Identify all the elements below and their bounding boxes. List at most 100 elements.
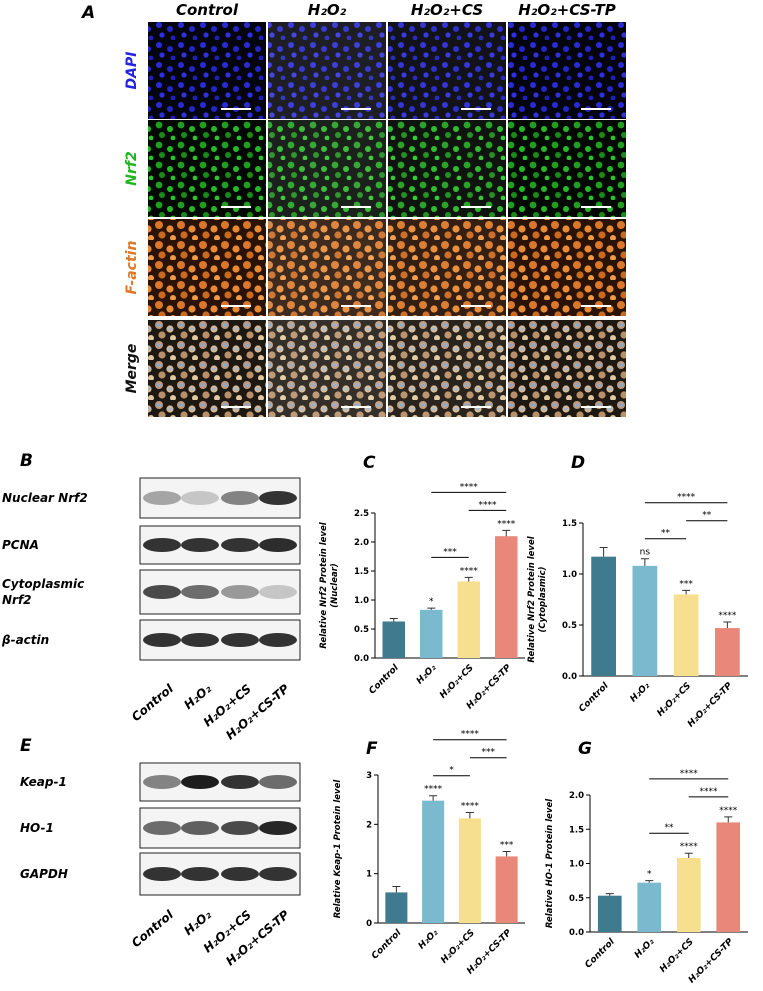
significance: **** [460,566,479,576]
error-bar [645,880,654,883]
band [221,491,259,505]
bar [420,609,443,658]
error-bar [682,589,691,595]
band [143,867,181,881]
error-bar [465,811,474,819]
bar [591,556,616,676]
comparison-label: *** [482,748,496,758]
significance: *** [500,840,514,850]
y-tick-label: 0.5 [562,621,577,631]
x-tick-label: H₂O₂ [417,928,440,951]
error-bar [389,618,398,622]
x-tick-label: H₂O₂+CS-TP [686,681,735,730]
x-tick-label: H₂O₂+CS [439,928,477,966]
significance: **** [461,801,480,811]
y-axis-label: Relative Keap-1 Protein level [333,779,343,919]
significance: **** [424,785,443,795]
band [259,585,297,599]
y-tick-label: 0.5 [569,894,584,904]
y-tick-label: 0.5 [354,625,369,635]
error-bar [392,885,401,893]
y-tick-label: 1.5 [562,519,577,529]
column-header: Control [176,1,239,19]
band [221,585,259,599]
bar [495,856,518,923]
panel-label: D [571,453,585,473]
x-tick-label: H₂O₂+CS [658,937,696,975]
significance: *** [679,579,693,589]
panel-label: A [80,3,95,23]
significance: **** [680,842,699,852]
error-bar [464,576,473,582]
micrograph [268,219,386,316]
y-tick-label: 0.0 [562,672,577,682]
band [259,775,297,789]
panel-label: G [578,739,592,759]
band [221,633,259,647]
bar [597,895,622,932]
y-tick-label: 1.0 [354,596,369,606]
x-tick-label: Control [577,680,611,714]
band [181,585,219,599]
comparison-label: **** [677,493,696,503]
micrograph [268,320,386,417]
band [143,538,181,552]
comparison-label: **** [479,500,498,510]
comparison-label: ** [702,511,712,521]
y-axis-label: (Cytoplasmic) [538,566,548,632]
blot-label: HO-1 [20,821,54,835]
x-tick-label: Control [367,662,401,696]
error-bar [684,852,693,859]
lane-label: H₂O₂ [181,681,214,712]
y-axis-label: Relative Nrf2 Protein level [527,535,537,662]
comparison-label: **** [700,787,719,797]
y-tick-label: 3 [366,771,372,781]
bar [673,594,699,676]
band [221,867,259,881]
y-axis-label: Relative HO-1 Protein level [545,798,555,928]
row-label: F-actin [124,241,140,295]
bar [458,818,481,923]
y-axis-label: (Nuclear) [330,563,340,608]
y-tick-label: 1 [366,870,372,880]
x-tick-label: Control [583,936,617,970]
comparison-label: **** [461,730,480,740]
band [259,867,297,881]
comparison-label: **** [680,769,699,779]
column-header: H₂O₂ [308,1,347,19]
comparison-label: ** [661,529,671,539]
row-label: DAPI [124,52,140,90]
bar [632,565,658,676]
band [143,491,181,505]
micrograph [508,320,626,417]
bar [422,800,445,923]
micrograph [508,219,626,316]
band [181,633,219,647]
micrograph [148,22,266,119]
significance: * [647,870,652,880]
band [181,775,219,789]
micrograph [508,120,626,217]
y-tick-label: 1.0 [569,860,584,870]
band [181,491,219,505]
error-bar [427,607,436,610]
band [259,538,297,552]
blot-label: PCNA [2,538,39,552]
micrograph [148,120,266,217]
bar [457,581,480,658]
micrograph [148,219,266,316]
band [181,867,219,881]
error-bar [599,546,608,557]
comparison-label: ** [665,823,675,833]
y-tick-label: 1.0 [562,570,577,580]
error-bar [429,795,438,801]
band [259,821,297,835]
bar [382,621,405,658]
x-tick-label: Control [370,927,404,961]
lane-label: Control [129,681,177,724]
bar [676,858,701,932]
error-bar [605,893,614,896]
